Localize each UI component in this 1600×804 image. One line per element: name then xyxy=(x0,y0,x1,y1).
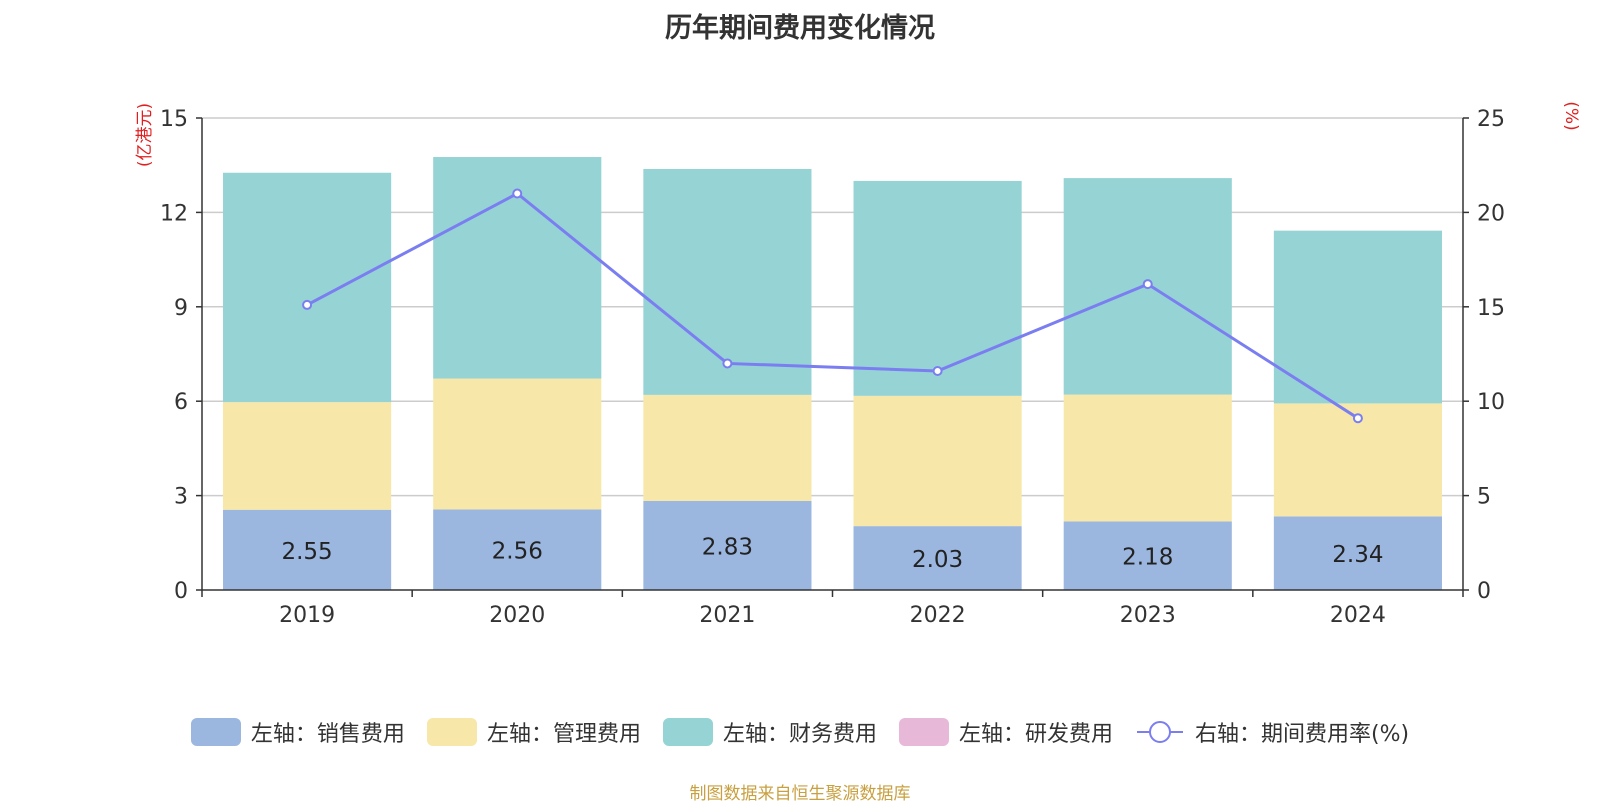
legend-swatch xyxy=(426,718,477,746)
bar-segment xyxy=(643,394,812,501)
bar-segment xyxy=(1273,516,1442,590)
bar-segment xyxy=(1063,521,1232,590)
rate-point xyxy=(302,299,313,310)
bar-segment xyxy=(853,180,1022,396)
legend-item[interactable]: 右轴：期间费用率(%) xyxy=(1135,716,1409,748)
rate-point xyxy=(1142,279,1153,290)
legend-label: 右轴：期间费用率(%) xyxy=(1194,722,1410,747)
rate-point xyxy=(932,365,943,376)
x-axis-tick-label: 2019 xyxy=(279,603,335,628)
bar-segment xyxy=(643,500,812,590)
right-axis-tick-label: 0 xyxy=(1477,579,1491,604)
bar-value-label: 2.56 xyxy=(492,539,543,565)
rate-point xyxy=(512,188,523,199)
rate-point xyxy=(1352,413,1363,424)
x-axis-tick-label: 2023 xyxy=(1120,603,1176,628)
right-axis-tick-label: 15 xyxy=(1477,296,1505,321)
bar-segment xyxy=(853,395,1022,527)
bar-segment xyxy=(853,526,1022,590)
bar-segment xyxy=(643,168,812,395)
legend-item[interactable]: 左轴：财务费用 xyxy=(662,716,877,748)
x-axis-tick-label: 2020 xyxy=(489,603,545,628)
right-axis-tick-label: 10 xyxy=(1477,390,1505,415)
legend-swatch xyxy=(190,718,241,746)
chart-legend: 左轴：销售费用 左轴：管理费用 左轴：财务费用 左轴：研发费用 右轴：期间费用率(%) xyxy=(0,716,1600,748)
legend-swatch xyxy=(898,718,949,746)
right-axis-tick-label: 25 xyxy=(1477,107,1505,132)
left-axis-tick-label: 9 xyxy=(174,296,188,321)
bar-segment xyxy=(1063,394,1232,522)
legend-label: 左轴：管理费用 xyxy=(486,722,641,747)
bar-segment xyxy=(433,509,602,590)
x-axis-tick-label: 2021 xyxy=(699,603,755,628)
legend-swatch xyxy=(662,718,713,746)
rate-point xyxy=(722,358,733,369)
bar-segment xyxy=(223,172,392,403)
rate-line xyxy=(306,191,1359,420)
left-axis-tick-label: 15 xyxy=(160,107,188,132)
right-axis-tick-label: 5 xyxy=(1477,485,1491,510)
bar-segment xyxy=(1273,230,1442,404)
source-note: 制图数据来自恒生聚源数据库 xyxy=(689,784,911,804)
legend-item[interactable]: 左轴：研发费用 xyxy=(898,716,1113,748)
bar-value-label: 2.34 xyxy=(1332,542,1383,568)
bar-segment xyxy=(223,402,392,510)
bar-value-label: 2.18 xyxy=(1122,545,1173,571)
legend-line-marker xyxy=(1136,721,1183,743)
left-axis-unit-label: (亿港元) xyxy=(135,103,155,167)
x-axis-tick-label: 2022 xyxy=(910,603,966,628)
legend-item[interactable]: 左轴：管理费用 xyxy=(426,716,641,748)
x-axis-tick-label: 2024 xyxy=(1330,603,1386,628)
legend-item[interactable]: 左轴：销售费用 xyxy=(190,716,405,748)
left-axis-tick-label: 12 xyxy=(160,201,188,226)
chart-title: 历年期间费用变化情况 xyxy=(665,13,935,44)
right-axis-unit-label: (%) xyxy=(1561,101,1581,130)
bar-value-label: 2.55 xyxy=(281,539,332,565)
right-axis-tick-label: 20 xyxy=(1477,201,1505,226)
bar-value-label: 2.03 xyxy=(912,547,963,573)
legend-label: 左轴：销售费用 xyxy=(250,722,405,747)
left-axis-tick-label: 3 xyxy=(174,485,188,510)
bar-segment xyxy=(223,509,392,590)
bar-segment xyxy=(433,378,602,510)
bar-value-label: 2.83 xyxy=(702,534,753,560)
left-axis-tick-label: 6 xyxy=(174,390,188,415)
legend-label: 左轴：研发费用 xyxy=(958,722,1113,747)
left-axis-tick-label: 0 xyxy=(174,579,188,604)
legend-label: 左轴：财务费用 xyxy=(722,722,877,747)
